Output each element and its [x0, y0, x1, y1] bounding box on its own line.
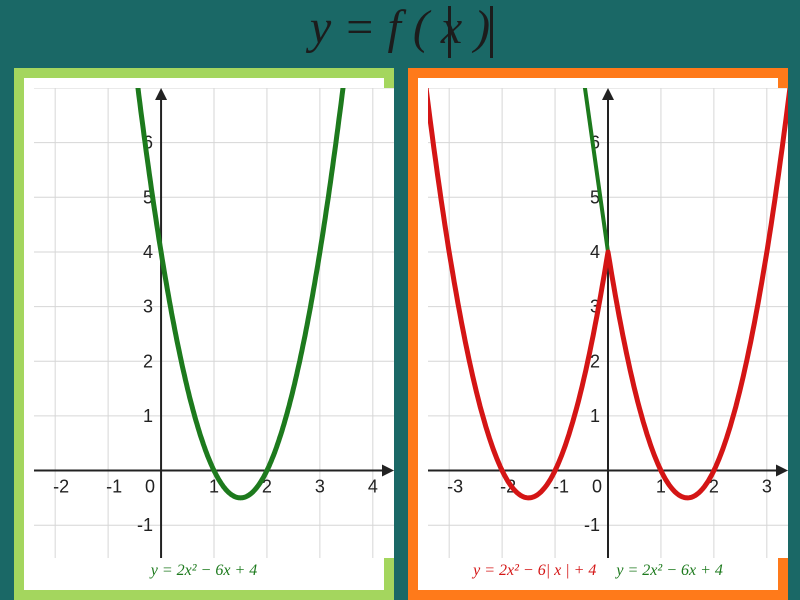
- x-tick: 0: [592, 477, 602, 497]
- y-tick: -1: [137, 515, 153, 535]
- equation-label: y = 2x² − 6| x | + 4: [473, 562, 596, 580]
- x-tick: 3: [762, 477, 772, 497]
- y-tick: -1: [584, 515, 600, 535]
- x-tick: 4: [368, 477, 378, 497]
- y-tick: 4: [590, 242, 600, 262]
- chart-panels: -2-101234-1123456y = 2x² − 6x + 4 -3-2-1…: [14, 68, 788, 600]
- abs-bar-right: [490, 6, 493, 58]
- y-tick: 3: [143, 297, 153, 317]
- equation-label: y = 2x² − 6x + 4: [616, 562, 723, 580]
- page-title: y = f ( x ): [0, 0, 800, 55]
- chart-plot: -2-101234-1123456: [34, 88, 394, 558]
- x-tick: -2: [53, 477, 69, 497]
- y-tick: 4: [143, 242, 153, 262]
- y-tick: 1: [143, 406, 153, 426]
- x-tick: 3: [315, 477, 325, 497]
- x-tick: 0: [145, 477, 155, 497]
- equation-label: y = 2x² − 6x + 4: [151, 562, 258, 580]
- y-tick: 2: [143, 351, 153, 371]
- abs-bar-left: [448, 6, 451, 58]
- equation-row: y = 2x² − 6| x | + 4 y = 2x² − 6x + 4: [428, 562, 768, 580]
- chart-plot: -3-2-10123-1123456: [428, 88, 788, 558]
- title-text: y = f ( x ): [310, 1, 490, 54]
- equation-row: y = 2x² − 6x + 4: [34, 562, 374, 580]
- chart-panel-right: -3-2-10123-1123456y = 2x² − 6| x | + 4y …: [408, 68, 788, 600]
- chart-panel-left: -2-101234-1123456y = 2x² − 6x + 4: [14, 68, 394, 600]
- x-tick: -3: [447, 477, 463, 497]
- y-tick: 1: [590, 406, 600, 426]
- x-tick: -1: [553, 477, 569, 497]
- x-tick: -1: [106, 477, 122, 497]
